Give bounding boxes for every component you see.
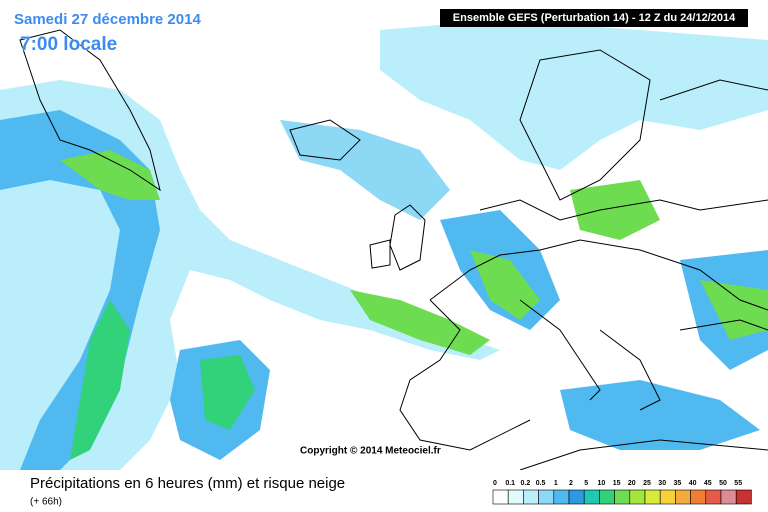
model-label: Ensemble GEFS (Perturbation 14) - 12 Z d… [453,12,736,24]
legend-swatch [705,489,722,505]
legend-label: 55 [734,480,742,487]
footer-lead: (+ 66h) [30,497,62,508]
legend-swatch [614,489,631,505]
legend-label: 40 [689,480,697,487]
legend-swatch [735,489,752,505]
legend-label: 30 [658,480,666,487]
legend-label: 0.5 [536,480,546,487]
legend-swatch [659,489,676,505]
legend-swatch [644,489,661,505]
legend-swatch [583,489,600,505]
legend-swatch [690,489,707,505]
legend-label: 5 [584,480,588,487]
legend-label: 35 [674,480,682,487]
legend-swatch [507,489,524,505]
legend-swatch [492,489,509,505]
model-box [440,9,748,27]
legend-swatch [568,489,585,505]
legend-label: 1 [554,480,558,487]
legend-label: 45 [704,480,712,487]
legend-swatch [675,489,691,505]
legend-swatch [629,489,646,505]
legend-label: 0.1 [505,480,515,487]
legend-label: 20 [628,480,636,487]
copyright: Copyright © 2014 Meteociel.fr [300,446,441,457]
legend-label: 2 [569,480,573,487]
legend: 0 0.1 0.2 0.5 1 2 5 10 15 20 25 30 35 40 45 50 55 [492,480,752,505]
legend-swatch [523,489,539,505]
legend-label: 15 [613,480,621,487]
legend-label: 10 [598,480,606,487]
time-label: 7:00 locale [20,34,117,55]
legend-label: 0 [493,480,497,487]
coastlines [19,29,768,471]
footer-title: Précipitations en 6 heures (mm) et risqu… [30,475,345,492]
precipitation-areas [0,20,768,470]
legend-label: 0.2 [521,480,531,487]
legend-swatch [553,489,570,505]
legend-swatch [599,489,615,505]
legend-swatch [720,489,737,505]
legend-label: 50 [719,480,727,487]
legend-label: 25 [643,480,651,487]
legend-swatch [538,489,555,505]
date-label: Samedi 27 décembre 2014 [14,11,201,28]
map: Ensemble GEFS (Perturbation 14) - 12 Z d… [0,9,768,471]
